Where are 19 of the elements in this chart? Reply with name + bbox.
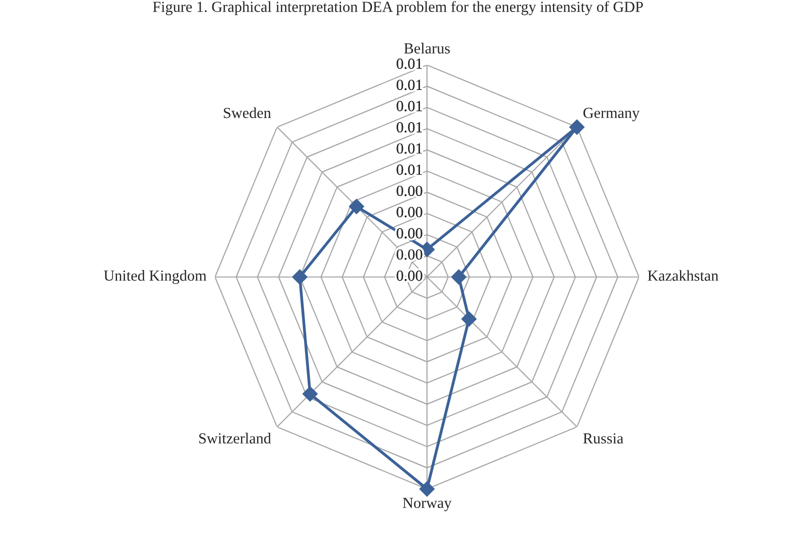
y-tick-label: 0.01: [396, 100, 422, 112]
y-tick-label: 0.00: [396, 206, 422, 218]
y-tick-label: 0.00: [396, 270, 422, 281]
y-tick-label: 0.01: [396, 143, 422, 154]
spoke-label: Switzerland: [199, 432, 272, 444]
spoke-label: Germany: [583, 108, 640, 122]
spoke-label: Kazakhstan: [648, 270, 718, 281]
spoke-label: Belarus: [404, 42, 450, 54]
chart-title: Figure 1. Graphical interpretation DEA problem for the energy intensity of GDP: [152, 1, 643, 16]
spoke-label: Norway: [402, 498, 452, 512]
spoke-label: United Kingdom: [104, 270, 206, 284]
y-tick-label: 0.01: [396, 80, 422, 90]
y-tick-label: 0.01: [396, 58, 422, 69]
spoke-label: Sweden: [224, 107, 271, 118]
y-tick-label: 0.01: [396, 164, 422, 175]
y-tick-label: 0.00: [396, 186, 422, 196]
y-tick-label: 0.00: [396, 249, 422, 260]
y-tick-label: 0.01: [396, 122, 422, 132]
spoke-label: Russia: [583, 433, 624, 444]
